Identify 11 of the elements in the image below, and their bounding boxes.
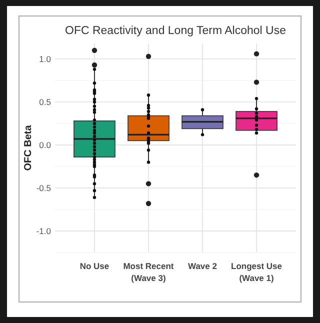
- y-tick-label: 0.0: [39, 140, 52, 150]
- y-tick-label: 1.0: [39, 54, 52, 64]
- y-tick-label: -0.5: [36, 182, 52, 193]
- x-tick-label: Most Recent (Wave 3): [123, 261, 174, 283]
- y-tick-label: 0.5: [39, 96, 52, 107]
- x-tick-label: Longest Use (Wave 1): [231, 261, 282, 283]
- x-tick-label: Wave 2: [188, 261, 218, 271]
- chart-title: OFC Reactivity and Long Term Alcohol Use: [65, 25, 286, 37]
- y-tick-label: -1.0: [36, 226, 52, 236]
- x-tick-label: No Use: [80, 261, 110, 271]
- y-axis-title: OFC Beta: [23, 124, 34, 171]
